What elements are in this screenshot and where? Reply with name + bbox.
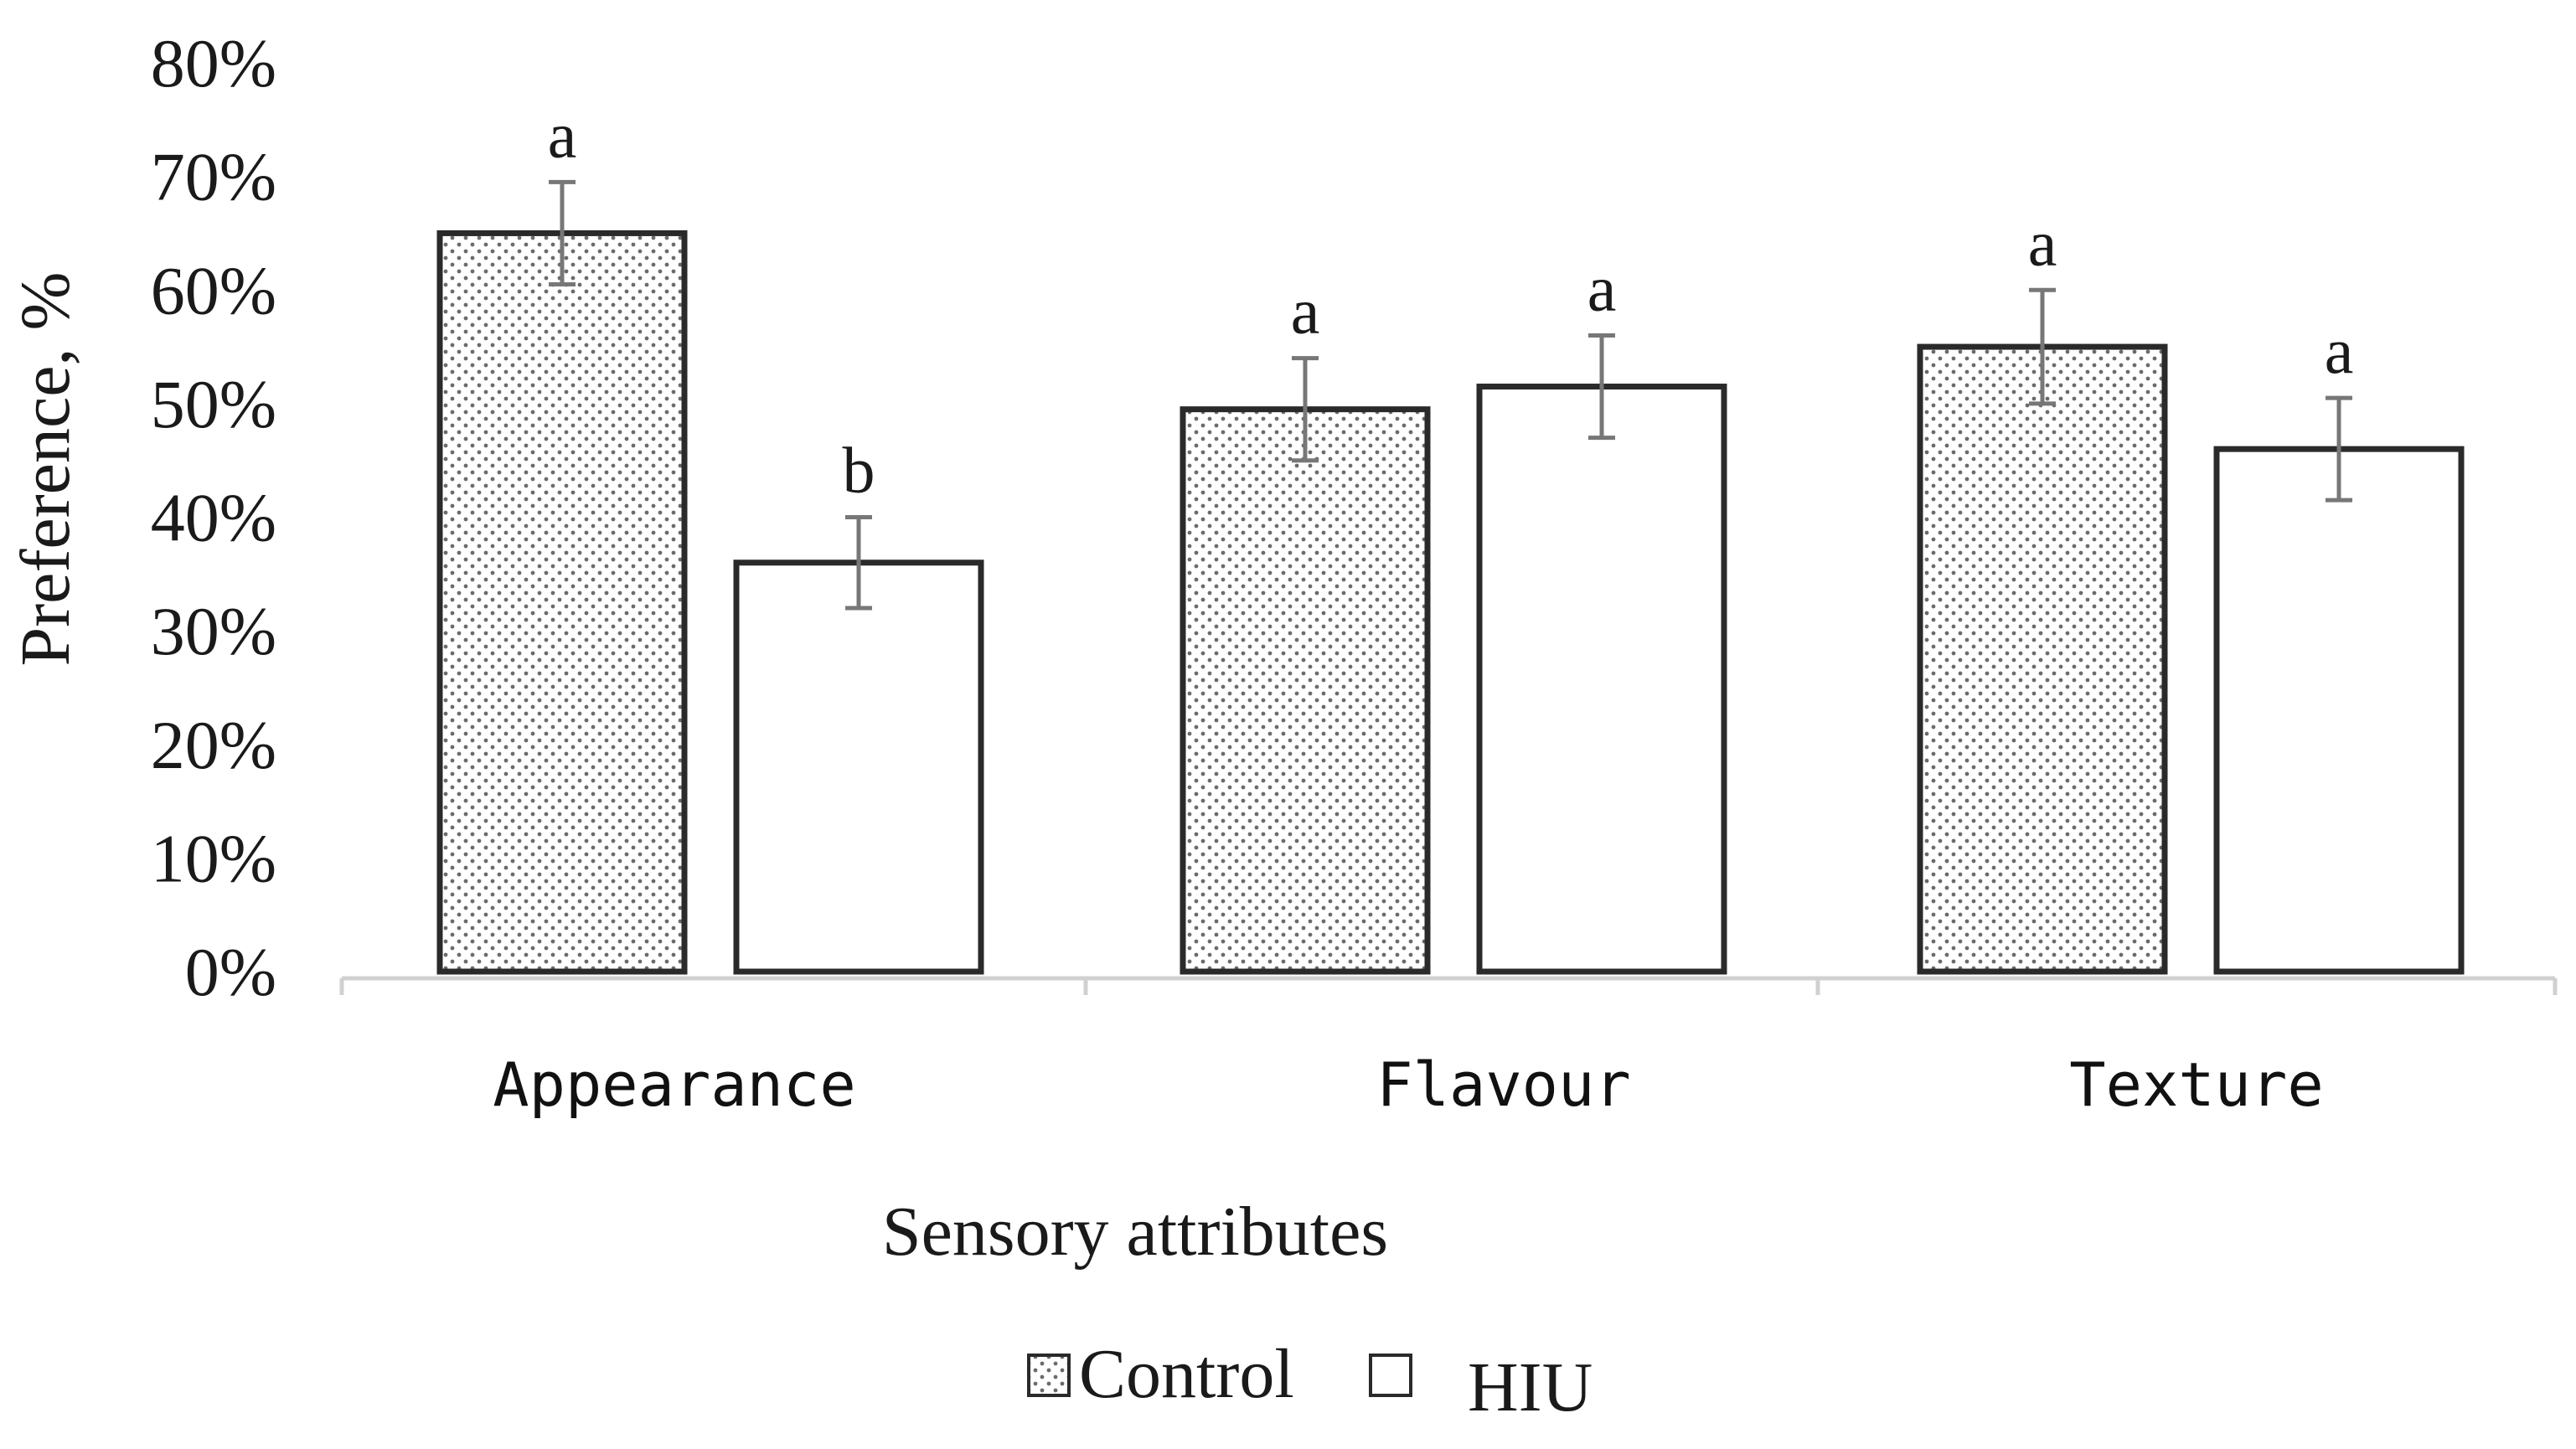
y-tick-label: 40% bbox=[151, 480, 276, 556]
y-tick-label: 60% bbox=[151, 252, 276, 328]
bars bbox=[436, 229, 2465, 975]
significance-letters: a b a a a a bbox=[548, 98, 2354, 506]
y-tick-label: 70% bbox=[151, 139, 276, 215]
significance-letter: a bbox=[548, 98, 577, 171]
x-tick-label-texture: Texture bbox=[2069, 1049, 2323, 1120]
error-bar bbox=[1292, 356, 1319, 463]
y-tick-label: 0% bbox=[185, 934, 276, 1010]
legend-label-hiu: HIU bbox=[1468, 1348, 1593, 1426]
bar-hiu-appearance bbox=[733, 559, 984, 975]
y-tick-label: 20% bbox=[151, 707, 276, 783]
bar-control-texture bbox=[1917, 343, 2168, 975]
y-tick-label: 50% bbox=[151, 366, 276, 442]
y-tick-label: 80% bbox=[151, 25, 276, 101]
x-tick-label-flavour: Flavour bbox=[1376, 1049, 1630, 1120]
y-axis-title: Preference, % bbox=[7, 271, 85, 666]
significance-letter: b bbox=[843, 434, 875, 507]
x-axis-title: Sensory attributes bbox=[882, 1193, 1388, 1271]
error-bar bbox=[2029, 287, 2056, 406]
error-bars bbox=[549, 179, 2352, 611]
y-axis-ticks: 0% 10% 20% 30% 40% 50% 60% 70% 80% bbox=[151, 25, 276, 1010]
x-axis-categories: Appearance Flavour Texture bbox=[493, 1049, 2323, 1120]
error-bar bbox=[845, 515, 872, 611]
bar-control-flavour bbox=[1180, 406, 1431, 975]
legend-swatch-control bbox=[1027, 1354, 1071, 1397]
x-axis-tick-marks bbox=[339, 978, 2558, 995]
y-tick-label: 10% bbox=[151, 820, 276, 896]
significance-letter: a bbox=[1587, 252, 1617, 325]
error-bar bbox=[549, 179, 576, 286]
legend: Control HIU bbox=[1027, 1335, 1593, 1426]
bar-control-appearance bbox=[436, 229, 688, 975]
x-tick-label-appearance: Appearance bbox=[493, 1049, 855, 1120]
significance-letter: a bbox=[2325, 314, 2354, 387]
bar-hiu-texture bbox=[2213, 446, 2465, 975]
legend-label-control: Control bbox=[1079, 1335, 1294, 1413]
bar-hiu-flavour bbox=[1476, 384, 1727, 975]
significance-letter: a bbox=[1291, 275, 1320, 348]
y-tick-label: 30% bbox=[151, 593, 276, 669]
error-bar bbox=[2326, 395, 2352, 503]
error-bar bbox=[1588, 333, 1615, 441]
significance-letter: a bbox=[2028, 206, 2057, 279]
legend-swatch-hiu bbox=[1369, 1354, 1412, 1397]
